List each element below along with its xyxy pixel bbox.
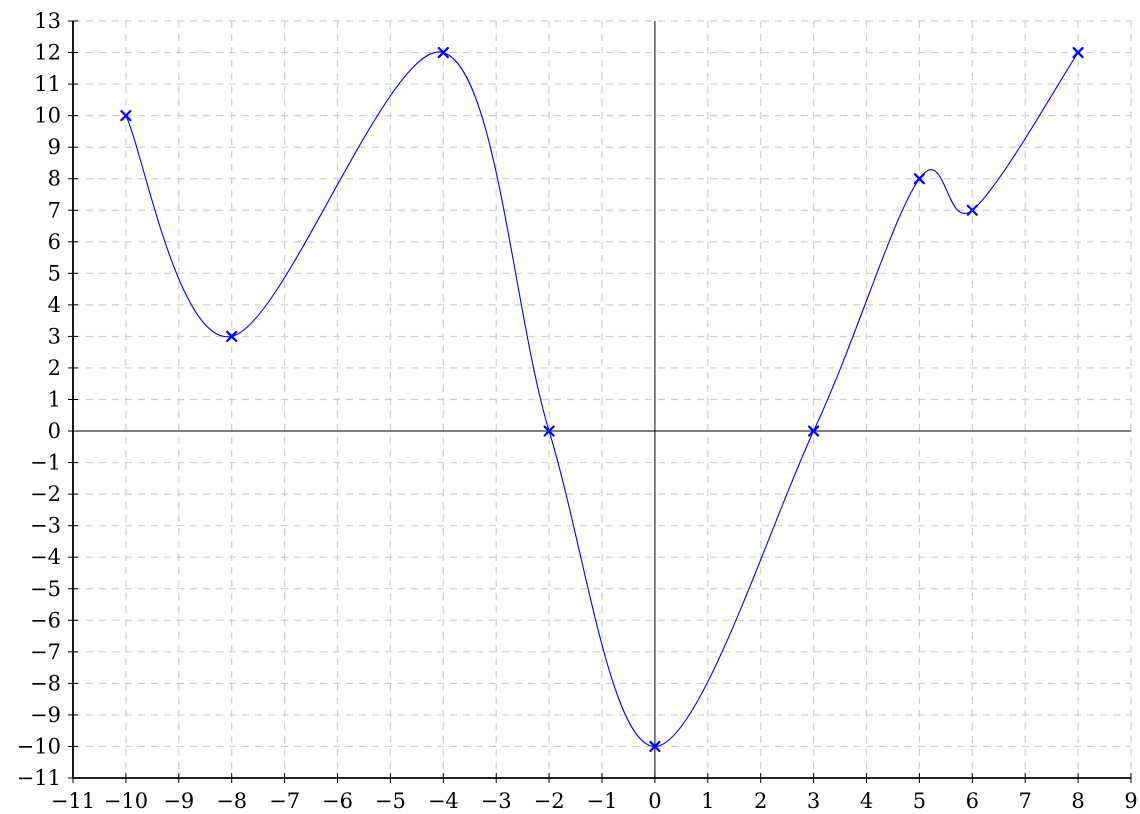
marker-stroke xyxy=(807,425,820,437)
y-tick-label: 2 xyxy=(48,356,61,380)
y-tick-label: 10 xyxy=(34,104,61,128)
x-tick-label: 6 xyxy=(966,789,979,813)
marker-stroke xyxy=(437,46,449,59)
y-tick-label: 4 xyxy=(48,293,61,317)
y-tick-label: 0 xyxy=(48,419,61,443)
x-tick-label: 2 xyxy=(754,789,767,813)
y-tick-label: 11 xyxy=(34,72,61,96)
x-tick-label: 3 xyxy=(807,789,820,813)
y-tick-label: 6 xyxy=(48,230,61,254)
y-tick-label: −3 xyxy=(30,514,61,538)
y-tick-label: 1 xyxy=(48,388,61,412)
y-axis-ticks: −11−10−9−8−7−6−5−4−3−2−10123456789101112… xyxy=(17,9,78,790)
x-axis-ticks: −11 −10 −9 −8 −7 −6 −5 −4 −3 −2 −1 0 1 2 3 4 5 6 7 8 9 xyxy=(51,773,1138,813)
y-tick-label: −6 xyxy=(30,608,61,632)
x-tick-label: 9 xyxy=(1124,789,1137,813)
data-point-marker xyxy=(966,204,978,216)
y-tick-label: 7 xyxy=(48,198,61,222)
y-tick-label: 5 xyxy=(48,261,61,285)
x-tick-label: −9 xyxy=(163,789,194,813)
y-tick-label: −2 xyxy=(30,482,61,506)
data-point-marker xyxy=(226,330,238,343)
y-tick-label: 3 xyxy=(48,324,61,348)
x-tick-label: 8 xyxy=(1071,789,1084,813)
y-tick-label: −5 xyxy=(30,577,61,601)
y-tick-label: −7 xyxy=(30,640,61,664)
x-tick-label: −4 xyxy=(428,789,459,813)
series-group xyxy=(120,46,1084,753)
x-tick-label: −7 xyxy=(269,789,300,813)
y-tick-label: 8 xyxy=(48,167,61,191)
data-point-marker xyxy=(913,173,926,185)
data-point-marker xyxy=(649,740,661,753)
x-tick-label: −2 xyxy=(534,789,565,813)
marker-stroke xyxy=(913,173,926,185)
x-tick-label: 1 xyxy=(701,789,714,813)
x-tick-label: 5 xyxy=(913,789,926,813)
data-point-marker xyxy=(437,46,449,59)
marker-stroke xyxy=(649,740,661,753)
x-tick-label: −3 xyxy=(481,789,512,813)
x-tick-label: 7 xyxy=(1019,789,1032,813)
y-tick-label: −8 xyxy=(30,671,61,695)
y-tick-label: −4 xyxy=(30,545,61,569)
x-tick-label: −8 xyxy=(216,789,247,813)
marker-stroke xyxy=(966,204,978,216)
x-tick-label: −1 xyxy=(587,789,618,813)
y-tick-label: 13 xyxy=(34,9,61,33)
grid xyxy=(73,20,1132,778)
series-line xyxy=(125,51,1079,748)
y-tick-label: −1 xyxy=(30,451,61,475)
x-tick-label: 4 xyxy=(860,789,873,813)
y-tick-label: 12 xyxy=(34,41,61,65)
marker-stroke xyxy=(543,425,555,437)
marker-stroke xyxy=(120,110,132,122)
y-tick-label: 9 xyxy=(48,135,61,159)
x-tick-label: −11 xyxy=(51,789,95,813)
x-tick-label: −5 xyxy=(375,789,406,813)
x-tick-label: −10 xyxy=(104,789,148,813)
data-point-marker xyxy=(1072,46,1084,59)
data-point-marker xyxy=(120,110,132,122)
data-point-marker xyxy=(807,425,820,437)
y-tick-label: −9 xyxy=(30,703,61,727)
x-tick-label: 0 xyxy=(648,789,661,813)
x-tick-label: −6 xyxy=(322,789,353,813)
data-point-marker xyxy=(543,425,555,437)
y-tick-label: −10 xyxy=(17,734,61,758)
marker-stroke xyxy=(1072,46,1084,59)
y-tick-label: −11 xyxy=(17,766,61,790)
marker-stroke xyxy=(226,330,238,343)
